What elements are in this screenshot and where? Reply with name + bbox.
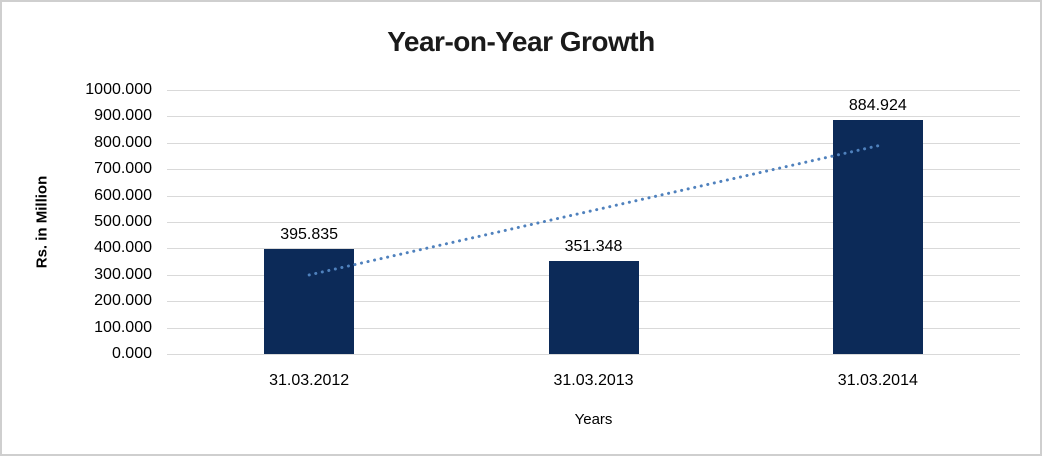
y-tick-label: 200.000 (94, 292, 152, 310)
y-tick-label: 300.000 (94, 265, 152, 283)
y-tick-label: 100.000 (94, 318, 152, 336)
y-tick-label: 400.000 (94, 239, 152, 257)
gridline (167, 169, 1020, 171)
gridline (167, 142, 1020, 144)
bar (548, 261, 639, 354)
gridline (167, 248, 1020, 250)
x-tick-labels: 31.03.2012 31.03.2013 31.03.2014 (167, 372, 1020, 394)
y-tick-label: 700.000 (94, 160, 152, 178)
bar-labels: 395.835 351.348 884.924 (167, 90, 1020, 354)
bar (264, 249, 355, 354)
gridline (167, 90, 1020, 91)
y-tick-labels: 0.000 100.000 200.000 300.000 400.000 500.000… (2, 81, 152, 362)
y-tick-label: 1000.000 (85, 81, 152, 98)
x-tick-label: 31.03.2014 (837, 372, 918, 389)
y-tick-label: 800.000 (94, 133, 152, 151)
x-axis-title: Years (574, 411, 613, 428)
y-tick-label: 900.000 (94, 107, 152, 125)
x-tick-label: 31.03.2012 (269, 372, 350, 389)
bars (167, 90, 1020, 354)
bar-value-label: 351.348 (564, 238, 623, 256)
x-tick-label: 31.03.2013 (553, 372, 634, 389)
gridline (167, 116, 1020, 118)
y-tick-label: 500.000 (94, 213, 152, 230)
gridline (167, 354, 1020, 355)
bar-value-label: 884.924 (848, 97, 907, 115)
gridline (167, 195, 1020, 197)
y-tick-label: 0.000 (111, 345, 152, 362)
bar-value-label: 395.835 (280, 226, 339, 244)
chart-title: Year-on-Year Growth (387, 26, 655, 57)
y-tick-label: 600.000 (94, 186, 152, 204)
gridline (167, 222, 1020, 223)
plot-area: 395.835 351.348 884.924 (167, 90, 1020, 355)
bar (832, 120, 923, 354)
